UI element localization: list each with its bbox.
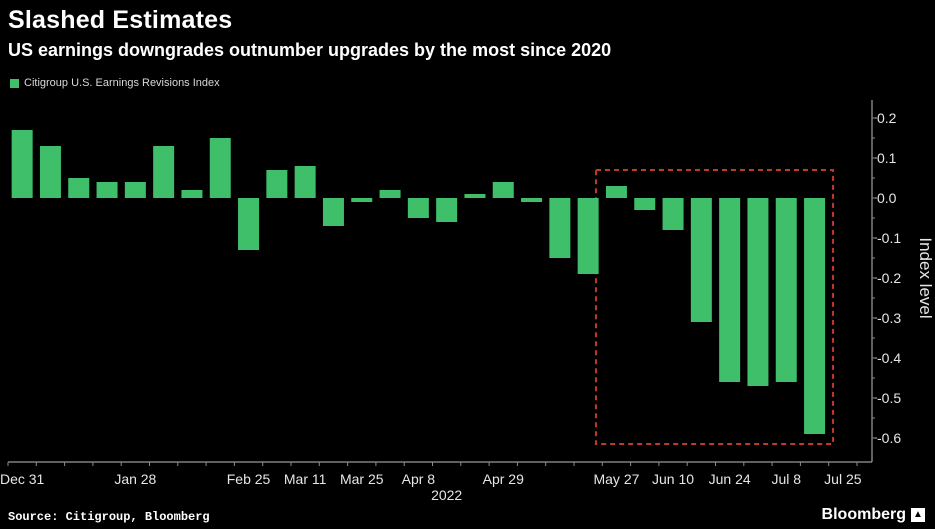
x-tick-label: May 27	[593, 471, 639, 487]
bar	[719, 198, 741, 382]
x-tick-label: Dec 31	[0, 471, 45, 487]
y-axis-title: Index level	[916, 237, 935, 318]
x-tick-label: Mar 25	[340, 471, 384, 487]
bar	[379, 190, 401, 198]
y-tick-label: -0.6	[877, 430, 901, 446]
bar	[96, 182, 118, 198]
bar	[209, 138, 231, 198]
x-tick-label: Apr 8	[402, 471, 436, 487]
bar	[68, 178, 90, 198]
x-tick-label: Jul 25	[824, 471, 862, 487]
legend-label: Citigroup U.S. Earnings Revisions Index	[24, 77, 220, 89]
bar	[351, 198, 373, 202]
y-tick-label: -0.5	[877, 390, 901, 406]
bar	[294, 166, 316, 198]
bloomberg-logo-icon: ▲	[911, 508, 925, 522]
y-tick-label: -0.3	[877, 310, 901, 326]
x-tick-label: Jun 24	[709, 471, 751, 487]
source-note: Source: Citigroup, Bloomberg	[8, 510, 210, 524]
x-tick-label: Feb 25	[227, 471, 271, 487]
x-tick-label: Jul 8	[771, 471, 801, 487]
bar	[322, 198, 344, 226]
bar	[775, 198, 797, 382]
bar	[521, 198, 543, 202]
bar	[747, 198, 769, 386]
bar	[605, 186, 627, 198]
x-tick-label: Jun 10	[652, 471, 694, 487]
bar	[549, 198, 571, 258]
bar	[464, 194, 486, 198]
bar	[690, 198, 712, 322]
bar	[804, 198, 826, 434]
bar	[266, 170, 288, 198]
legend: Citigroup U.S. Earnings Revisions Index	[10, 77, 220, 89]
chart-subtitle: US earnings downgrades outnumber upgrade…	[8, 40, 612, 60]
bar	[124, 182, 146, 198]
bar	[436, 198, 458, 222]
bar	[39, 146, 61, 198]
bar	[238, 198, 260, 250]
bar	[407, 198, 429, 218]
bar	[181, 190, 203, 198]
brand: Bloomberg ▲	[822, 506, 925, 524]
bar	[492, 182, 514, 198]
x-axis: Dec 31 Jan 28 Feb 25 Mar 11 Mar 25 Apr 8 Apr 2…	[0, 461, 872, 503]
y-tick-label: 0.0	[877, 190, 897, 206]
x-tick-label: Apr 29	[483, 471, 524, 487]
bar	[662, 198, 684, 230]
x-year-label: 2022	[431, 487, 462, 503]
y-axis: 0.2 0.1 0.0 -0.1 -0.2 -0.3 -0.4 -0.5 -0.6 Index l…	[871, 100, 935, 462]
bar	[153, 146, 175, 198]
highlight-box-layer	[594, 169, 835, 445]
y-tick-label: -0.4	[877, 350, 901, 366]
x-tick-label: Mar 11	[284, 471, 327, 487]
bar	[634, 198, 656, 210]
brand-name: Bloomberg	[821, 506, 906, 523]
x-tick-label: Jan 28	[114, 471, 156, 487]
chart-title: Slashed Estimates	[8, 6, 233, 34]
y-tick-label: -0.2	[877, 270, 901, 286]
bars	[11, 130, 826, 434]
y-tick-label: 0.1	[877, 150, 897, 166]
highlight-box	[594, 169, 835, 445]
bar	[11, 130, 33, 198]
bar	[577, 198, 599, 274]
y-tick-label: 0.2	[877, 110, 897, 126]
y-tick-label: -0.1	[877, 230, 901, 246]
legend-swatch	[10, 78, 19, 88]
